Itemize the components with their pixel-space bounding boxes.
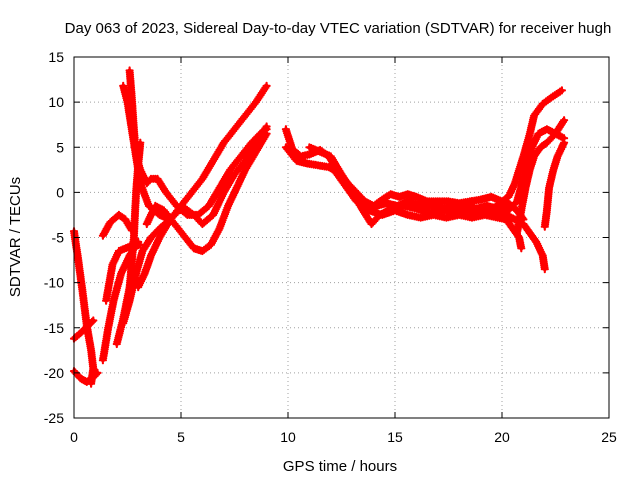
data-marks <box>69 66 569 388</box>
y-axis-tick-labels: -25 -20 -15 -10 -5 0 5 10 15 <box>44 49 64 426</box>
grid <box>74 57 609 418</box>
y-tick-label: -5 <box>52 230 65 246</box>
y-tick-label: -25 <box>44 410 64 426</box>
data-series-line-arc-9 <box>127 68 269 217</box>
data-series-line-arc-1 <box>71 229 96 386</box>
data-series-line-arc-11 <box>136 83 269 290</box>
x-tick-label: 0 <box>70 429 78 445</box>
y-tick-label: 5 <box>56 139 64 155</box>
chart-title: Day 063 of 2023, Sidereal Day-to-day VTE… <box>65 20 612 37</box>
x-tick-label: 20 <box>494 429 510 445</box>
data-series-line-arc-12 <box>144 131 269 254</box>
x-axis-tick-labels: 0 5 10 15 20 25 <box>70 429 617 445</box>
data-series-arc-11 <box>134 81 271 292</box>
x-tick-label: 15 <box>387 429 403 445</box>
data-series-line-arc-3 <box>71 369 100 384</box>
data-series-line-arc-18 <box>514 118 567 236</box>
y-tick-label: -15 <box>44 320 64 336</box>
data-series-line-arc-16 <box>328 163 524 251</box>
x-tick-label: 10 <box>280 429 296 445</box>
y-tick-label: 15 <box>48 49 64 65</box>
data-series-line-arc-10 <box>121 124 269 326</box>
x-tick-label: 5 <box>177 429 185 445</box>
y-tick-label: 0 <box>56 184 64 200</box>
data-series-line-arc-19 <box>542 140 567 229</box>
x-tick-label: 25 <box>601 429 617 445</box>
y-tick-label: 10 <box>48 94 64 110</box>
axis-ticks <box>73 56 610 419</box>
x-axis-label: GPS time / hours <box>283 458 397 475</box>
y-axis-label: SDTVAR / TECUs <box>7 177 24 297</box>
data-series-line-arc-2 <box>71 318 96 341</box>
data-series-line-arc-5 <box>100 212 134 238</box>
y-tick-label: -20 <box>44 365 64 381</box>
y-tick-label: -10 <box>44 275 64 291</box>
